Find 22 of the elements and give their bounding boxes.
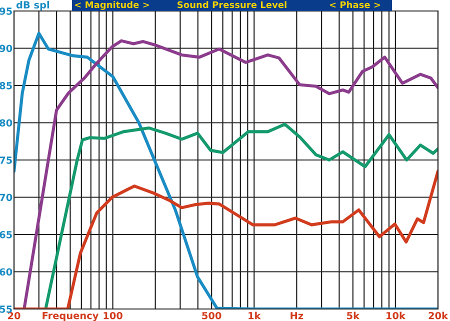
y-tick-label: 70 <box>0 194 12 202</box>
y-axis-title: dB spl <box>16 1 50 10</box>
x-tick-label: 20 <box>8 312 20 320</box>
y-tick-label: 80 <box>0 119 12 127</box>
y-tick-label: 60 <box>0 268 12 276</box>
x-tick-label: Hz <box>290 312 304 320</box>
x-tick-label: 100 <box>104 312 122 320</box>
y-tick-label: 65 <box>0 230 12 238</box>
chart-title: Sound Pressure Level <box>178 1 286 8</box>
text: < Magnitude > <box>75 1 149 10</box>
y-tick-label: 95 <box>0 7 12 15</box>
text: < Phase > <box>330 1 380 8</box>
y-tick-label: 85 <box>0 82 12 90</box>
y-tick-label: 75 <box>0 156 12 164</box>
x-tick-label: Frequency <box>42 312 99 321</box>
x-tick-label: 1k <box>248 312 261 320</box>
x-tick-label: 10k <box>386 312 406 320</box>
x-tick-label: 500 <box>202 312 222 320</box>
x-tick-label: 20k <box>428 312 448 320</box>
y-tick-label: 55 <box>0 306 12 313</box>
x-tick-label: 5k <box>347 312 360 320</box>
y-tick-label: 90 <box>0 44 12 52</box>
